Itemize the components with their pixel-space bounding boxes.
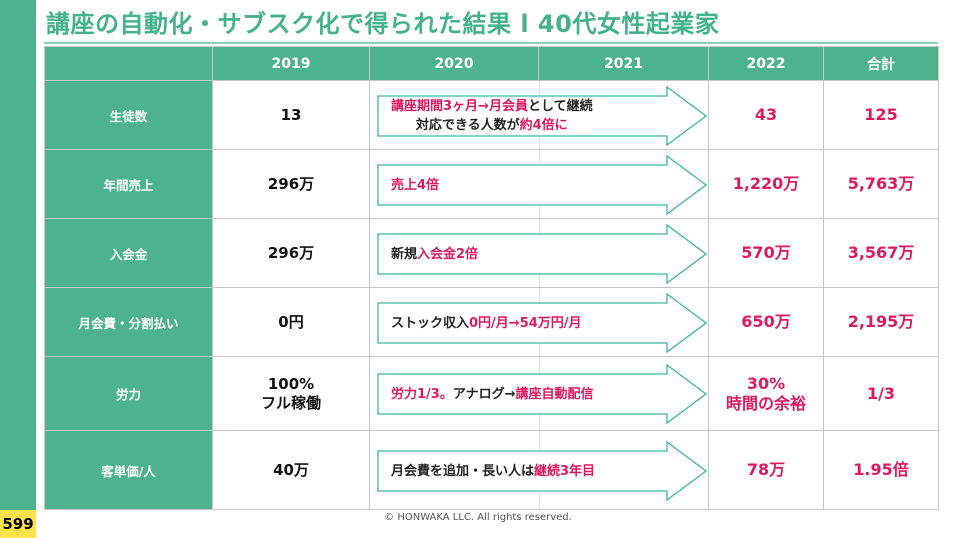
arrow-text-highlight: 売上4倍	[391, 177, 440, 193]
arrow-text-plain: アナログ→	[452, 386, 516, 402]
title-divider	[44, 42, 938, 44]
arrow-shape-icon	[377, 155, 707, 215]
arrow-text: ストック収入0円/月→54万円/月	[391, 293, 651, 353]
change-arrow-cell: 月会費を追加・長い人は継続3年目	[369, 430, 709, 510]
value-2019: 40万	[212, 430, 370, 510]
row-label: 年間売上	[44, 149, 213, 219]
value-total: 1/3	[823, 356, 939, 431]
change-arrow-cell: 新規入会金2倍	[369, 218, 709, 288]
arrow-text-highlight: 0円/月→54万円/月	[469, 315, 582, 331]
arrow-text-highlight: 講座期間3ヶ月→月会員	[391, 99, 528, 114]
header-cell-2022: 2022	[708, 46, 824, 81]
value-total: 2,195万	[823, 287, 939, 357]
arrow-text-highlight: 労力1/3。	[391, 386, 453, 402]
table-row: 入会金 296万 新規入会金2倍 570万 3,567万	[44, 218, 939, 288]
value-2019: 100% フル稼働	[212, 356, 370, 431]
value-total: 1.95倍	[823, 430, 939, 510]
arrow-text-plain: として継続	[527, 99, 593, 114]
table-row: 客単価/人 40万 月会費を追加・長い人は継続3年目 78万 1.95倍	[44, 430, 939, 510]
value-2019: 0円	[212, 287, 370, 357]
change-arrow: 売上4倍	[377, 155, 707, 215]
arrow-shape-icon	[377, 364, 707, 424]
change-arrow: 月会費を追加・長い人は継続3年目	[377, 441, 707, 501]
arrow-text: 月会費を追加・長い人は継続3年目	[391, 441, 651, 501]
arrow-text-highlight: 継続3年目	[534, 463, 596, 479]
arrow-text-plain: 対応できる人数が	[415, 118, 520, 133]
page-title: 講座の自動化・サブスク化で得られた結果 l 40代女性起業家	[46, 10, 720, 38]
value-2022: 43	[708, 80, 824, 150]
value-2022: 30% 時間の余裕	[708, 356, 824, 431]
row-label: 客単価/人	[44, 430, 213, 510]
value-2019-line2: フル稼働	[260, 393, 321, 412]
row-label: 月会費・分割払い	[44, 287, 213, 357]
value-2019: 296万	[212, 218, 370, 288]
arrow-shape-icon	[377, 293, 707, 353]
change-arrow: 新規入会金2倍	[377, 224, 707, 284]
header-cell-2019: 2019	[212, 46, 370, 81]
header-cell-blank	[44, 46, 213, 81]
value-2019-line1: 100%	[267, 374, 315, 393]
change-arrow: 労力1/3。アナログ→講座自動配信	[377, 364, 707, 424]
header-row: 2019 2020 2021 2022 合計	[44, 46, 939, 81]
arrow-text-highlight: 講座自動配信	[515, 386, 594, 402]
value-total: 5,763万	[823, 149, 939, 219]
header-cell-2021: 2021	[538, 46, 709, 81]
side-accent-bar	[0, 0, 36, 510]
change-arrow-cell: 講座期間3ヶ月→月会員として継続 対応できる人数が約4倍に	[369, 80, 709, 150]
page-number-badge: 599	[0, 510, 36, 538]
value-2022: 78万	[708, 430, 824, 510]
change-arrow: 講座期間3ヶ月→月会員として継続 対応できる人数が約4倍に	[377, 86, 707, 146]
arrow-text: 労力1/3。アナログ→講座自動配信	[391, 364, 651, 424]
arrow-shape-icon	[377, 86, 707, 146]
change-arrow-cell: ストック収入0円/月→54万円/月	[369, 287, 709, 357]
arrow-text-highlight: 入会金2倍	[417, 246, 479, 262]
row-label: 労力	[44, 356, 213, 431]
arrow-text-plain: ストック収入	[391, 315, 470, 331]
arrow-text-plain: 新規	[391, 246, 418, 262]
arrow-text: 新規入会金2倍	[391, 224, 651, 284]
table-row: 月会費・分割払い 0円 ストック収入0円/月→54万円/月 650万 2,195…	[44, 287, 939, 357]
arrow-shape-icon	[377, 441, 707, 501]
arrow-text-plain: 月会費を追加・長い人は	[391, 463, 535, 479]
table-row: 年間売上 296万 売上4倍 1,220万 5,763万	[44, 149, 939, 219]
header-cell-total: 合計	[823, 46, 939, 81]
value-2019: 296万	[212, 149, 370, 219]
row-label: 入会金	[44, 218, 213, 288]
change-arrow: ストック収入0円/月→54万円/月	[377, 293, 707, 353]
table-row: 生徒数 13 講座期間3ヶ月→月会員として継続 対応できる人数が約4倍に 43 …	[44, 80, 939, 150]
arrow-text-highlight: 約4倍に	[519, 118, 568, 133]
row-label: 生徒数	[44, 80, 213, 150]
header-cell-2020: 2020	[369, 46, 539, 81]
results-table: 2019 2020 2021 2022 合計 生徒数 13 講座期間3ヶ月→月会…	[44, 46, 939, 510]
value-2022-line2: 時間の余裕	[725, 393, 806, 413]
value-2022: 570万	[708, 218, 824, 288]
value-2022: 1,220万	[708, 149, 824, 219]
value-2022-line1: 30%	[746, 373, 786, 393]
value-total: 3,567万	[823, 218, 939, 288]
change-arrow-cell: 労力1/3。アナログ→講座自動配信	[369, 356, 709, 431]
value-2022: 650万	[708, 287, 824, 357]
arrow-text: 売上4倍	[391, 155, 651, 215]
arrow-text: 講座期間3ヶ月→月会員として継続 対応できる人数が約4倍に	[391, 86, 651, 146]
table-row: 労力 100% フル稼働 労力1/3。アナログ→講座自動配信 30% 時間の余裕…	[44, 356, 939, 431]
change-arrow-cell: 売上4倍	[369, 149, 709, 219]
copyright-notice: © HONWAKA LLC. All rights reserved.	[384, 512, 572, 523]
arrow-shape-icon	[377, 224, 707, 284]
value-2019: 13	[212, 80, 370, 150]
value-total: 125	[823, 80, 939, 150]
